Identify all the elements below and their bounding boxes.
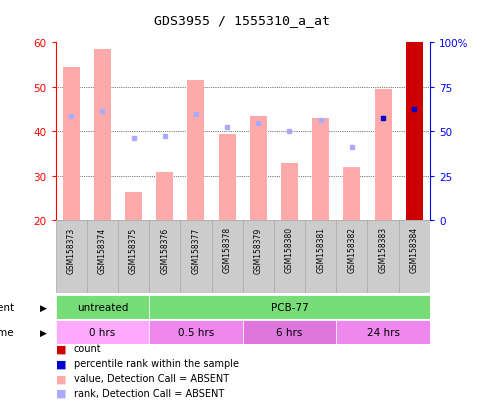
Bar — [149, 295, 430, 319]
Bar — [63, 68, 80, 221]
Text: ▶: ▶ — [40, 303, 47, 312]
Bar — [368, 221, 398, 293]
Text: GSM158378: GSM158378 — [223, 227, 232, 273]
Bar — [125, 192, 142, 221]
Bar — [180, 221, 212, 293]
Bar — [118, 221, 149, 293]
Bar — [212, 221, 242, 293]
Text: ■: ■ — [56, 373, 66, 383]
Bar — [305, 221, 336, 293]
Bar — [56, 320, 149, 344]
Bar — [149, 320, 242, 344]
Bar — [336, 221, 368, 293]
Text: GSM158382: GSM158382 — [347, 227, 356, 273]
Bar — [187, 81, 204, 221]
Bar — [281, 163, 298, 221]
Bar — [398, 221, 430, 293]
Text: 6 hrs: 6 hrs — [276, 328, 303, 337]
Text: GSM158375: GSM158375 — [129, 227, 138, 273]
Text: untreated: untreated — [77, 302, 128, 312]
Text: GSM158377: GSM158377 — [191, 227, 200, 273]
Text: rank, Detection Call = ABSENT: rank, Detection Call = ABSENT — [74, 388, 224, 398]
Text: GSM158384: GSM158384 — [410, 227, 419, 273]
Bar — [343, 168, 360, 221]
Text: PCB-77: PCB-77 — [270, 302, 308, 312]
Text: GSM158383: GSM158383 — [379, 227, 387, 273]
Text: GSM158373: GSM158373 — [67, 227, 76, 273]
Text: percentile rank within the sample: percentile rank within the sample — [74, 358, 239, 368]
Text: GDS3955 / 1555310_a_at: GDS3955 / 1555310_a_at — [154, 14, 329, 27]
Text: 0 hrs: 0 hrs — [89, 328, 115, 337]
Bar — [156, 172, 173, 221]
Bar — [336, 320, 430, 344]
Text: count: count — [74, 344, 101, 354]
Text: GSM158376: GSM158376 — [160, 227, 169, 273]
Bar — [374, 90, 392, 221]
Text: time: time — [0, 328, 14, 337]
Text: GSM158381: GSM158381 — [316, 227, 325, 273]
Bar — [56, 221, 87, 293]
Bar — [250, 116, 267, 221]
Bar — [149, 221, 180, 293]
Text: agent: agent — [0, 302, 14, 312]
Bar — [56, 295, 149, 319]
Bar — [87, 221, 118, 293]
Text: 0.5 hrs: 0.5 hrs — [178, 328, 214, 337]
Text: value, Detection Call = ABSENT: value, Detection Call = ABSENT — [74, 373, 229, 383]
Text: ■: ■ — [56, 344, 66, 354]
Bar — [218, 134, 236, 221]
Text: 24 hrs: 24 hrs — [367, 328, 399, 337]
Text: GSM158374: GSM158374 — [98, 227, 107, 273]
Text: GSM158379: GSM158379 — [254, 227, 263, 273]
Text: ■: ■ — [56, 358, 66, 368]
Bar — [94, 50, 111, 221]
Bar — [274, 221, 305, 293]
Bar — [406, 43, 423, 221]
Text: ■: ■ — [56, 388, 66, 398]
Bar — [242, 320, 336, 344]
Text: ▶: ▶ — [40, 328, 47, 337]
Bar — [242, 221, 274, 293]
Text: GSM158380: GSM158380 — [285, 227, 294, 273]
Bar — [312, 119, 329, 221]
